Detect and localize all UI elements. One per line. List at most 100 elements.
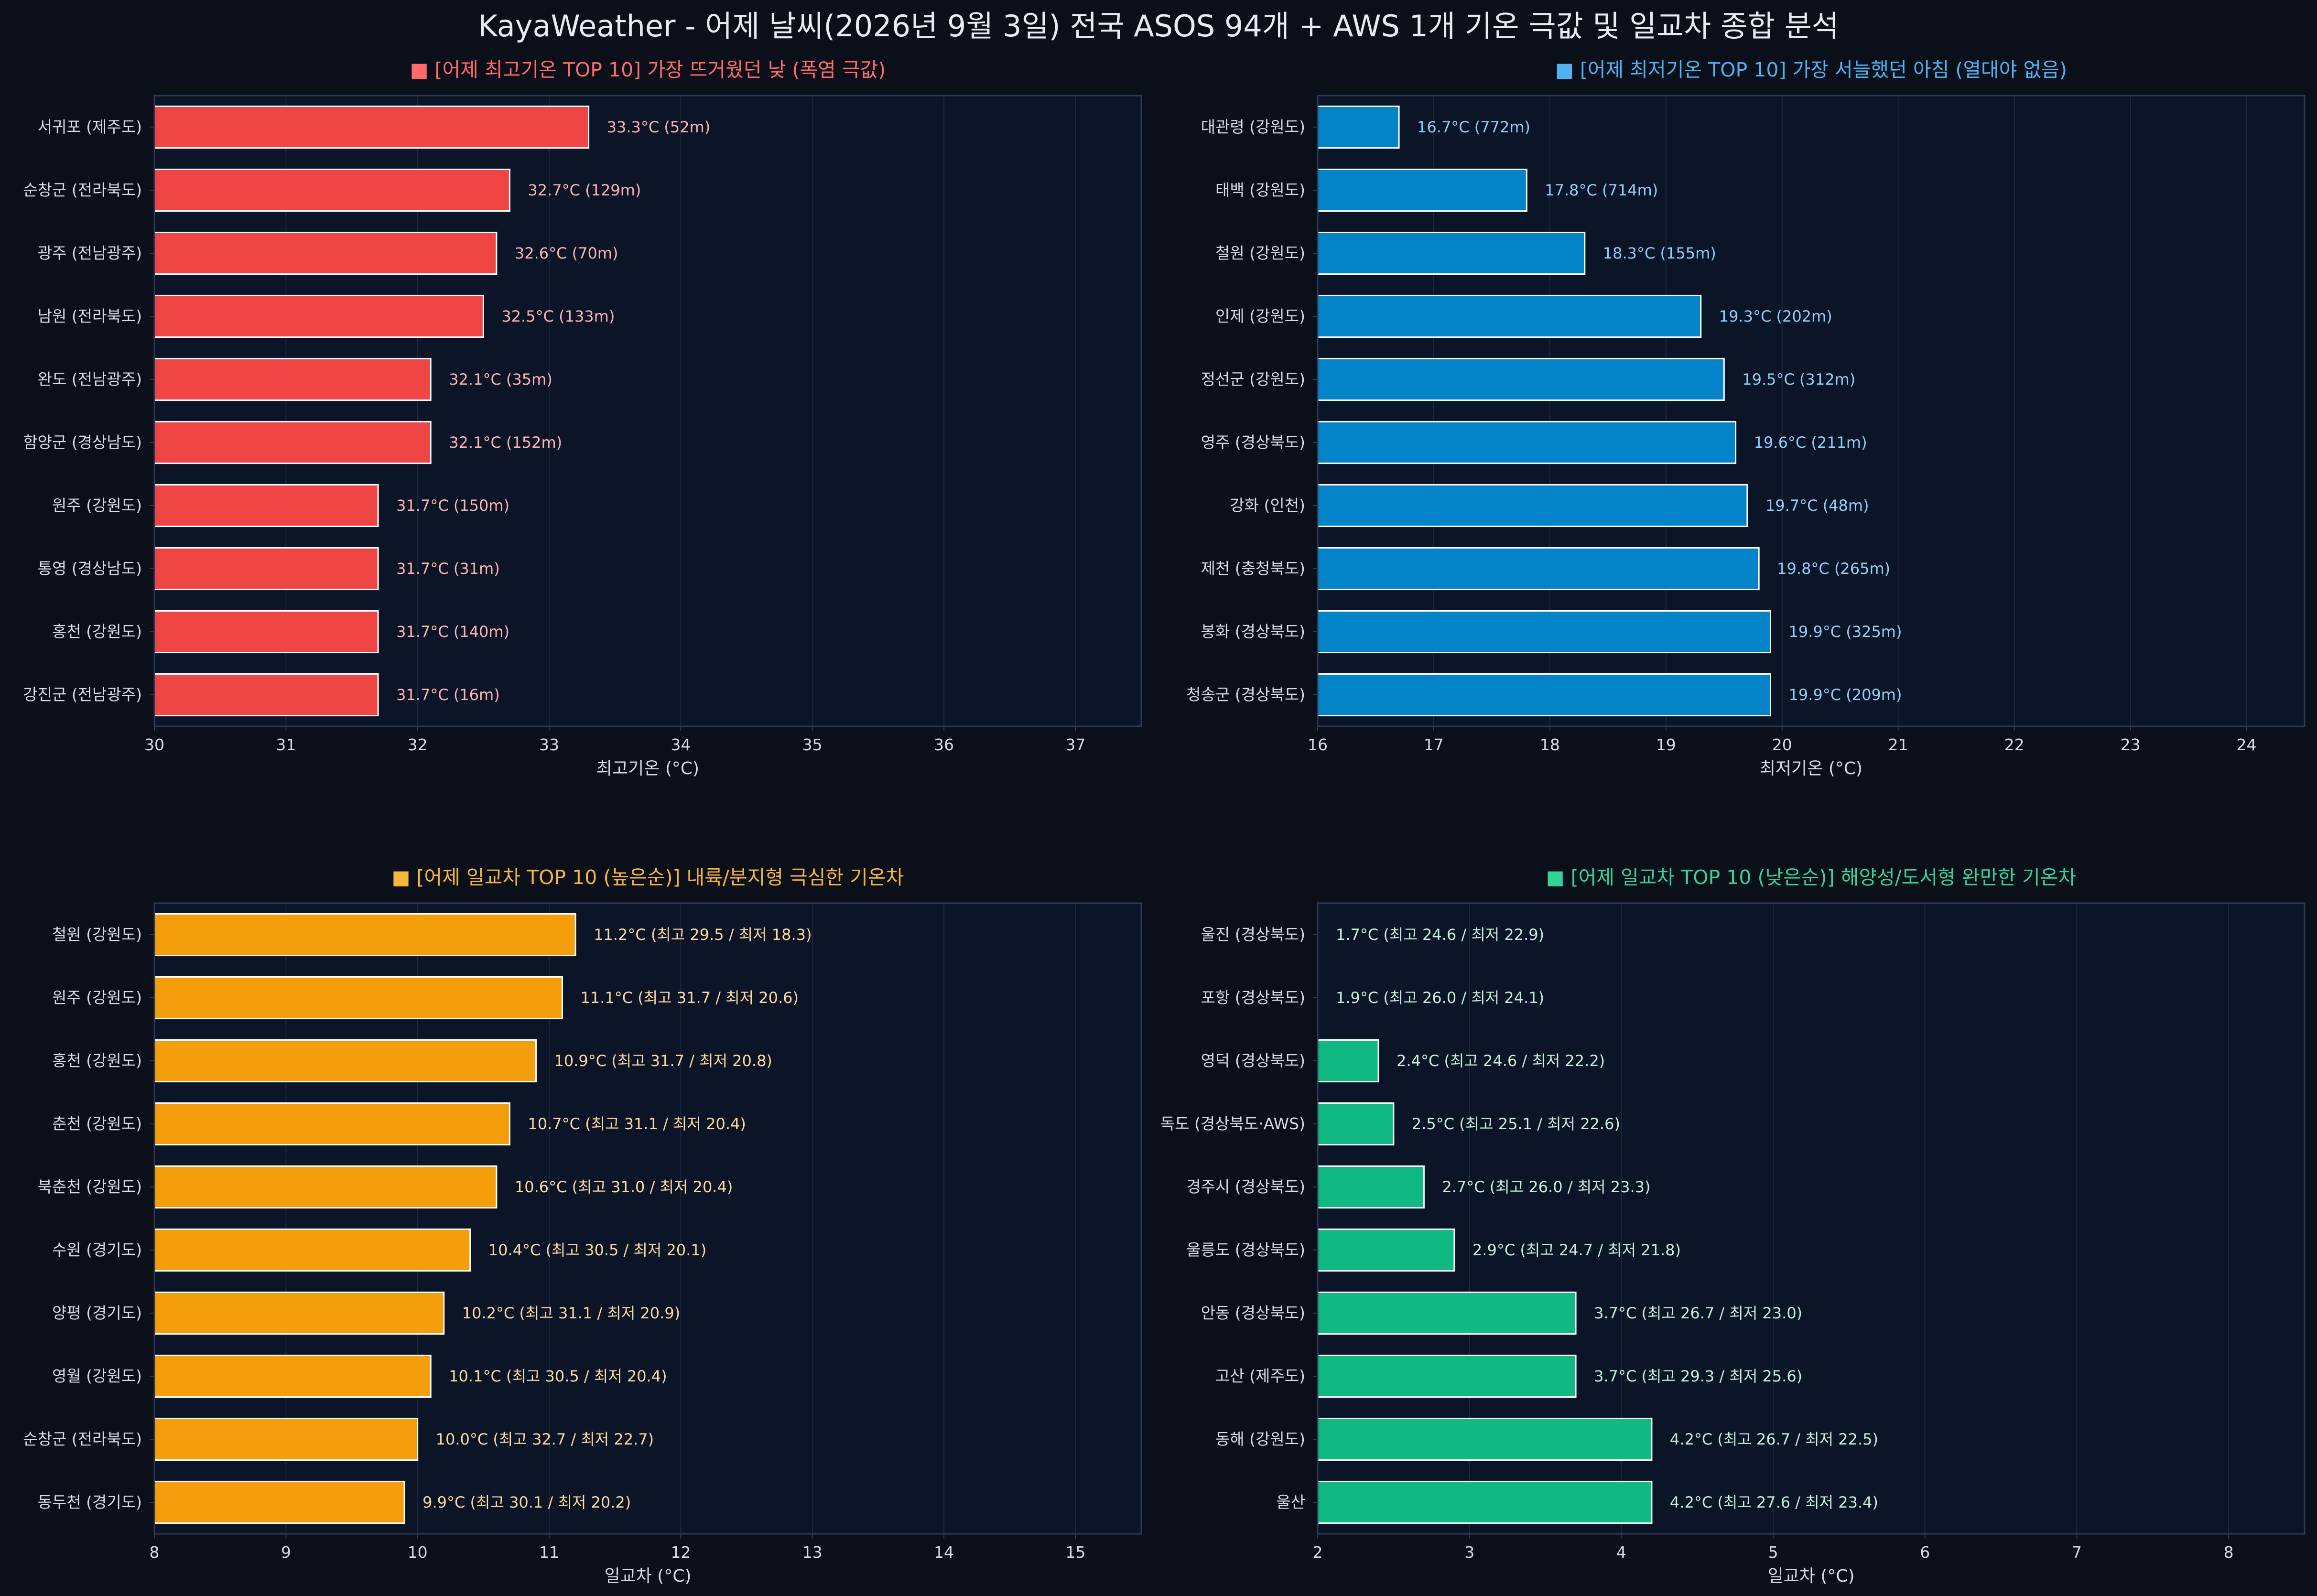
x-tick-label: 22 — [2004, 735, 2025, 754]
y-tick-label: 통영 (경상남도) — [38, 559, 142, 578]
data-label: 10.9°C (최고 31.7 / 최저 20.8) — [554, 1052, 772, 1070]
y-tick-label: 춘천 (강원도) — [52, 1114, 142, 1133]
x-tick-label: 16 — [1308, 735, 1328, 754]
y-tick-label: 강화 (인천) — [1230, 496, 1305, 515]
chart-title: ■ [어제 최저기온 TOP 10] 가장 서늘했던 아침 (열대야 없음) — [1555, 58, 2067, 81]
x-tick-label: 11 — [539, 1543, 559, 1562]
data-label: 1.9°C (최고 26.0 / 최저 24.1) — [1336, 989, 1544, 1007]
y-tick-label: 철원 (강원도) — [1215, 244, 1305, 262]
x-tick-label: 2 — [1313, 1543, 1323, 1562]
x-tick-label: 32 — [408, 735, 428, 754]
x-tick-label: 8 — [150, 1543, 160, 1562]
bar — [153, 1039, 537, 1083]
data-label: 32.7°C (129m) — [528, 181, 641, 199]
bar — [1317, 421, 1737, 464]
bar — [1317, 105, 1400, 149]
plot-frame — [153, 95, 1142, 727]
bar — [1317, 357, 1725, 401]
y-tick-label: 강진군 (전남광주) — [23, 685, 142, 704]
data-label: 4.2°C (최고 26.7 / 최저 22.5) — [1670, 1430, 1878, 1448]
bar — [1317, 1291, 1577, 1335]
data-label: 2.4°C (최고 24.6 / 최저 22.2) — [1397, 1052, 1605, 1070]
data-label: 19.3°C (202m) — [1719, 307, 1832, 325]
bar — [153, 105, 590, 149]
data-label: 4.2°C (최고 27.6 / 최저 23.4) — [1670, 1493, 1878, 1511]
data-label: 31.7°C (31m) — [396, 560, 500, 578]
data-label: 31.7°C (16m) — [396, 686, 500, 704]
x-tick-label: 14 — [934, 1543, 954, 1562]
y-tick-label: 원주 (강원도) — [52, 988, 142, 1007]
y-tick-label: 청송군 (경상북도) — [1186, 685, 1305, 704]
data-label: 1.7°C (최고 24.6 / 최저 22.9) — [1336, 926, 1544, 944]
data-label: 2.5°C (최고 25.1 / 최저 22.6) — [1412, 1115, 1620, 1133]
chart-title: ■ [어제 일교차 TOP 10 (낮은순)] 해양성/도서형 완만한 기온차 — [1546, 866, 2076, 889]
bar — [153, 168, 510, 212]
bar — [153, 1480, 405, 1524]
data-label: 19.5°C (312m) — [1742, 370, 1855, 388]
y-tick-label: 순창군 (전라북도) — [23, 1430, 142, 1448]
x-axis-label: 일교차 (°C) — [604, 1566, 691, 1586]
y-tick-label: 동해 (강원도) — [1215, 1430, 1305, 1448]
data-label: 11.2°C (최고 29.5 / 최저 18.3) — [594, 926, 812, 944]
bar — [1317, 1417, 1653, 1461]
data-label: 31.7°C (140m) — [396, 623, 509, 641]
x-tick-label: 4 — [1616, 1543, 1626, 1562]
bar — [153, 294, 484, 338]
bar — [153, 673, 379, 717]
bar — [1317, 231, 1586, 275]
y-tick-label: 영덕 (경상북도) — [1201, 1051, 1305, 1070]
y-tick-label: 태백 (강원도) — [1215, 181, 1305, 199]
y-tick-label: 북춘천 (강원도) — [38, 1177, 142, 1196]
y-tick-label: 원주 (강원도) — [52, 496, 142, 515]
bar — [1317, 673, 1771, 717]
chart-title: ■ [어제 일교차 TOP 10 (높은순)] 내륙/분지형 극심한 기온차 — [392, 866, 904, 889]
bar — [1317, 1480, 1653, 1524]
bar — [153, 1228, 471, 1272]
chart-panel-range-high: 8 9 10 11 12 13 14 15 철원 (강원도) 11.2°C (최고 29.5 / … — [23, 866, 1142, 1586]
data-label: 19.7°C (48m) — [1765, 496, 1869, 515]
bar — [1317, 1354, 1577, 1398]
x-tick-label: 8 — [2224, 1543, 2234, 1562]
y-tick-label: 봉화 (경상북도) — [1201, 622, 1305, 641]
x-tick-label: 30 — [144, 735, 164, 754]
y-tick-label: 철원 (강원도) — [52, 925, 142, 944]
x-tick-label: 23 — [2121, 735, 2141, 754]
x-tick-label: 18 — [1540, 735, 1560, 754]
y-tick-label: 정선군 (강원도) — [1201, 370, 1305, 388]
data-label: 19.9°C (325m) — [1788, 623, 1902, 641]
x-tick-label: 37 — [1065, 735, 1085, 754]
data-label: 3.7°C (최고 26.7 / 최저 23.0) — [1594, 1304, 1802, 1322]
plot-frame — [1317, 95, 2306, 727]
y-tick-label: 순창군 (전라북도) — [23, 181, 142, 199]
bar — [153, 484, 379, 528]
y-tick-label: 영월 (강원도) — [52, 1367, 142, 1385]
data-label: 10.2°C (최고 31.1 / 최저 20.9) — [462, 1304, 680, 1322]
x-tick-label: 24 — [2237, 735, 2257, 754]
data-label: 16.7°C (772m) — [1417, 118, 1530, 136]
y-tick-label: 제천 (충청북도) — [1201, 559, 1305, 578]
data-label: 11.1°C (최고 31.7 / 최저 20.6) — [581, 989, 799, 1007]
x-tick-label: 19 — [1656, 735, 1676, 754]
x-tick-label: 20 — [1772, 735, 1792, 754]
bar — [1317, 484, 1748, 528]
x-tick-label: 34 — [671, 735, 691, 754]
bar — [153, 1354, 432, 1398]
plot-frame — [153, 902, 1142, 1535]
bar — [1317, 1039, 1379, 1083]
data-label: 3.7°C (최고 29.3 / 최저 25.6) — [1594, 1367, 1802, 1385]
bar — [153, 976, 563, 1020]
x-tick-label: 6 — [1920, 1543, 1930, 1562]
x-tick-label: 35 — [802, 735, 823, 754]
bar — [153, 231, 498, 275]
x-tick-label: 15 — [1065, 1543, 1085, 1562]
bar — [153, 1291, 445, 1335]
x-tick-label: 36 — [934, 735, 954, 754]
data-label: 19.9°C (209m) — [1788, 686, 1902, 704]
data-label: 10.1°C (최고 30.5 / 최저 20.4) — [449, 1367, 667, 1385]
bar — [153, 1417, 419, 1461]
y-tick-label: 인제 (강원도) — [1215, 307, 1305, 325]
y-tick-label: 영주 (경상북도) — [1201, 433, 1305, 452]
page-title: KayaWeather - 어제 날씨(2026년 9월 3일) 전국 ASOS… — [478, 9, 1839, 43]
y-tick-label: 수원 (경기도) — [52, 1240, 142, 1259]
x-tick-label: 12 — [671, 1543, 691, 1562]
